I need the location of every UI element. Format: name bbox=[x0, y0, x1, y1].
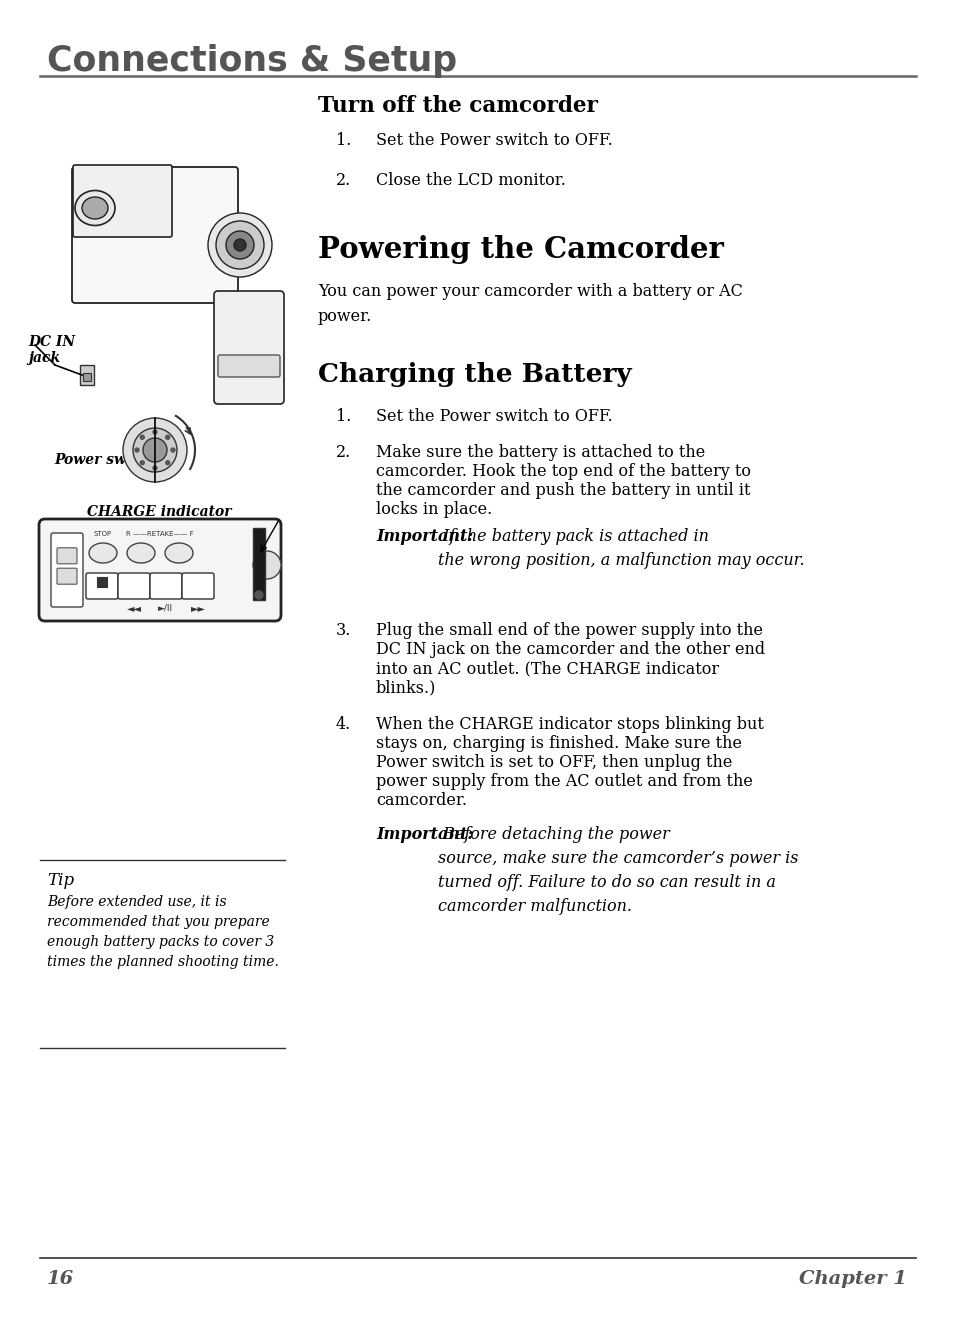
Text: ►/II: ►/II bbox=[158, 603, 173, 612]
Circle shape bbox=[208, 213, 272, 277]
Text: Important:: Important: bbox=[375, 528, 473, 545]
FancyBboxPatch shape bbox=[150, 574, 182, 599]
Circle shape bbox=[140, 436, 144, 440]
Text: Set the Power switch to OFF.: Set the Power switch to OFF. bbox=[375, 133, 612, 149]
Text: into an AC outlet. (The CHARGE indicator: into an AC outlet. (The CHARGE indicator bbox=[375, 661, 719, 677]
FancyBboxPatch shape bbox=[57, 548, 77, 564]
Circle shape bbox=[166, 461, 170, 465]
Text: Tip: Tip bbox=[47, 872, 74, 888]
Text: power supply from the AC outlet and from the: power supply from the AC outlet and from… bbox=[375, 773, 752, 791]
Bar bbox=[83, 373, 91, 381]
Text: 2.: 2. bbox=[335, 444, 351, 461]
Circle shape bbox=[135, 448, 139, 452]
Text: Turn off the camcorder: Turn off the camcorder bbox=[317, 95, 598, 117]
Circle shape bbox=[123, 418, 187, 482]
FancyBboxPatch shape bbox=[213, 291, 284, 403]
Text: 3.: 3. bbox=[335, 622, 351, 639]
Text: ◄◄: ◄◄ bbox=[127, 603, 141, 612]
Text: STOP: STOP bbox=[93, 531, 112, 537]
Text: blinks.): blinks.) bbox=[375, 679, 436, 695]
FancyBboxPatch shape bbox=[218, 355, 280, 377]
Text: locks in place.: locks in place. bbox=[375, 501, 492, 519]
Bar bbox=[80, 364, 94, 385]
Circle shape bbox=[152, 430, 157, 434]
Text: 16: 16 bbox=[47, 1270, 74, 1288]
Text: Powering the Camcorder: Powering the Camcorder bbox=[317, 234, 723, 264]
FancyBboxPatch shape bbox=[118, 574, 150, 599]
Text: stays on, charging is finished. Make sure the: stays on, charging is finished. Make sur… bbox=[375, 736, 741, 752]
Text: Plug the small end of the power supply into the: Plug the small end of the power supply i… bbox=[375, 622, 762, 639]
Text: You can power your camcorder with a battery or AC
power.: You can power your camcorder with a batt… bbox=[317, 283, 742, 324]
Text: camcorder.: camcorder. bbox=[375, 792, 467, 809]
Ellipse shape bbox=[165, 543, 193, 563]
Text: 1.: 1. bbox=[335, 133, 351, 149]
Text: If the battery pack is attached in
the wrong position, a malfunction may occur.: If the battery pack is attached in the w… bbox=[437, 528, 803, 570]
Text: 1.: 1. bbox=[335, 407, 351, 425]
Circle shape bbox=[166, 436, 170, 440]
Circle shape bbox=[233, 239, 246, 251]
Text: Chapter 1: Chapter 1 bbox=[799, 1270, 906, 1288]
Bar bbox=[253, 528, 265, 600]
Text: DC IN jack on the camcorder and the other end: DC IN jack on the camcorder and the othe… bbox=[375, 641, 764, 658]
Text: Power switch: Power switch bbox=[53, 453, 156, 468]
Text: ►►: ►► bbox=[191, 603, 205, 612]
FancyBboxPatch shape bbox=[51, 533, 83, 607]
Ellipse shape bbox=[82, 197, 108, 218]
Ellipse shape bbox=[75, 190, 115, 225]
Text: Before detaching the power
source, make sure the camcorder’s power is
turned off: Before detaching the power source, make … bbox=[437, 825, 798, 915]
Text: 2.: 2. bbox=[335, 172, 351, 189]
FancyBboxPatch shape bbox=[86, 574, 118, 599]
Text: When the CHARGE indicator stops blinking but: When the CHARGE indicator stops blinking… bbox=[375, 716, 763, 733]
Text: Before extended use, it is
recommended that you prepare
enough battery packs to : Before extended use, it is recommended t… bbox=[47, 895, 278, 969]
Text: Set the Power switch to OFF.: Set the Power switch to OFF. bbox=[375, 407, 612, 425]
Text: Power switch is set to OFF, then unplug the: Power switch is set to OFF, then unplug … bbox=[375, 754, 732, 770]
Circle shape bbox=[253, 551, 281, 579]
FancyBboxPatch shape bbox=[182, 574, 213, 599]
FancyBboxPatch shape bbox=[73, 165, 172, 237]
Text: Charging the Battery: Charging the Battery bbox=[317, 362, 631, 387]
Text: Make sure the battery is attached to the: Make sure the battery is attached to the bbox=[375, 444, 704, 461]
Text: DC IN
jack: DC IN jack bbox=[28, 335, 75, 366]
Ellipse shape bbox=[127, 543, 154, 563]
Circle shape bbox=[171, 448, 174, 452]
Circle shape bbox=[143, 438, 167, 462]
Text: 4.: 4. bbox=[335, 716, 351, 733]
Circle shape bbox=[132, 427, 177, 472]
Circle shape bbox=[152, 466, 157, 470]
Circle shape bbox=[254, 591, 263, 599]
Text: R ——RETAKE—— F: R ——RETAKE—— F bbox=[126, 531, 193, 537]
Circle shape bbox=[226, 230, 253, 259]
Text: camcorder. Hook the top end of the battery to: camcorder. Hook the top end of the batte… bbox=[375, 464, 750, 480]
FancyBboxPatch shape bbox=[39, 519, 281, 620]
Text: Close the LCD monitor.: Close the LCD monitor. bbox=[375, 172, 565, 189]
FancyBboxPatch shape bbox=[71, 168, 237, 303]
Bar bbox=[97, 578, 107, 587]
Circle shape bbox=[140, 461, 144, 465]
Text: Connections & Setup: Connections & Setup bbox=[47, 44, 456, 78]
Circle shape bbox=[215, 221, 264, 269]
FancyBboxPatch shape bbox=[57, 568, 77, 584]
Text: CHARGE indicator: CHARGE indicator bbox=[88, 505, 232, 519]
Ellipse shape bbox=[89, 543, 117, 563]
Text: Important:: Important: bbox=[375, 825, 473, 843]
Text: the camcorder and push the battery in until it: the camcorder and push the battery in un… bbox=[375, 482, 750, 498]
